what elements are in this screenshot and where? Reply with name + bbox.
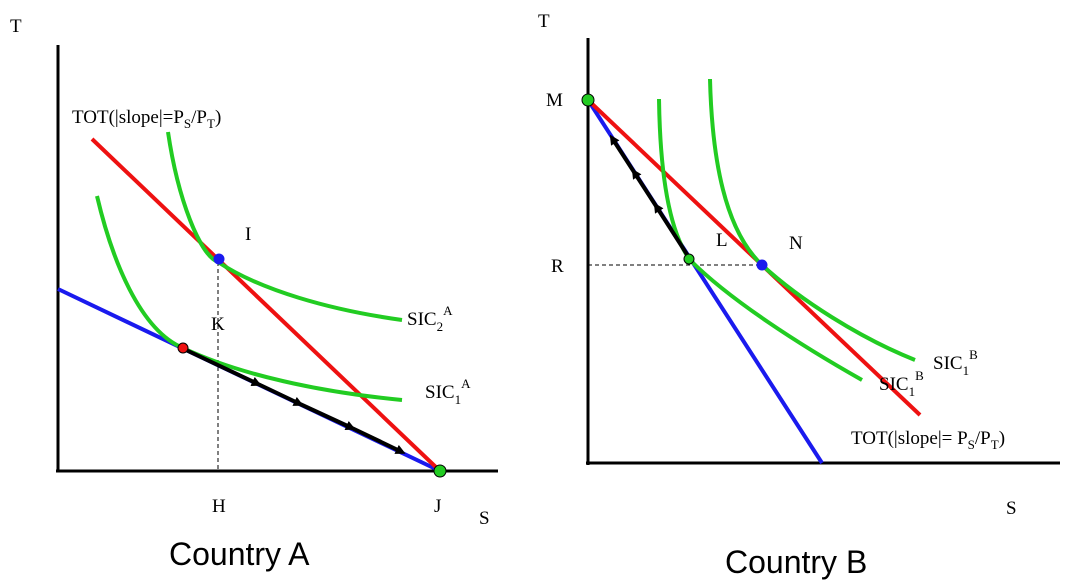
country-a-caption: Country A xyxy=(169,536,310,572)
country-a-point-j xyxy=(433,464,447,478)
country-a-tot-label: TOT(|slope|=PS/PT) xyxy=(72,107,221,131)
country-b-point-n xyxy=(756,259,768,271)
country-a-point-i-label: I xyxy=(245,224,251,245)
country-b-point-m xyxy=(581,93,595,107)
country-b-caption: Country B xyxy=(725,544,867,580)
country-a-x-axis-label: S xyxy=(479,508,490,529)
country-a-autarky-point xyxy=(177,342,189,354)
country-b-trade-arrow xyxy=(653,202,690,258)
country-b-trade-arrow xyxy=(609,134,636,174)
country-b-sic-lower-curve xyxy=(657,98,863,382)
country-b-point-l-label: L xyxy=(716,230,728,251)
country-b-point-n-label: N xyxy=(789,233,803,254)
country-a-panel: T S TOT(|slope|=PS/PT) I K H J SIC2A SIC… xyxy=(10,16,498,572)
country-b-point-l xyxy=(683,253,695,265)
country-a-sic1-label: SIC1A xyxy=(425,376,471,407)
country-b-point-m-label: M xyxy=(546,90,563,111)
country-b-sic-upper-curve xyxy=(708,78,916,362)
country-b-tot-label: TOT(|slope|= PS/PT) xyxy=(851,428,1005,452)
country-a-point-i xyxy=(213,253,225,265)
country-a-tot-line xyxy=(90,137,442,473)
country-a-trade-arrow xyxy=(351,426,406,454)
country-a-point-h-label: H xyxy=(212,496,226,517)
country-a-trade-arrow xyxy=(299,402,356,431)
country-b-point-r-label: R xyxy=(551,256,564,277)
country-b-panel: T S M R L N SIC1B SIC1B TOT(|slope|= PS/… xyxy=(538,11,1060,580)
country-b-y-axis-label: T xyxy=(538,11,550,32)
country-a-trade-arrow xyxy=(185,348,262,386)
country-b-sic-upper-label: SIC1B xyxy=(933,347,978,378)
country-a-trade-arrow xyxy=(257,382,304,406)
country-b-trade-arrow xyxy=(631,168,658,208)
country-a-sic2-label: SIC2A xyxy=(407,303,453,334)
country-b-sic-lower-label: SIC1B xyxy=(879,368,924,399)
country-a-point-j-label: J xyxy=(434,496,441,517)
country-b-x-axis-label: S xyxy=(1006,498,1017,519)
country-a-sic2-curve xyxy=(166,131,403,322)
country-a-y-axis-label: T xyxy=(10,16,22,37)
country-a-point-k-label: K xyxy=(211,314,225,335)
